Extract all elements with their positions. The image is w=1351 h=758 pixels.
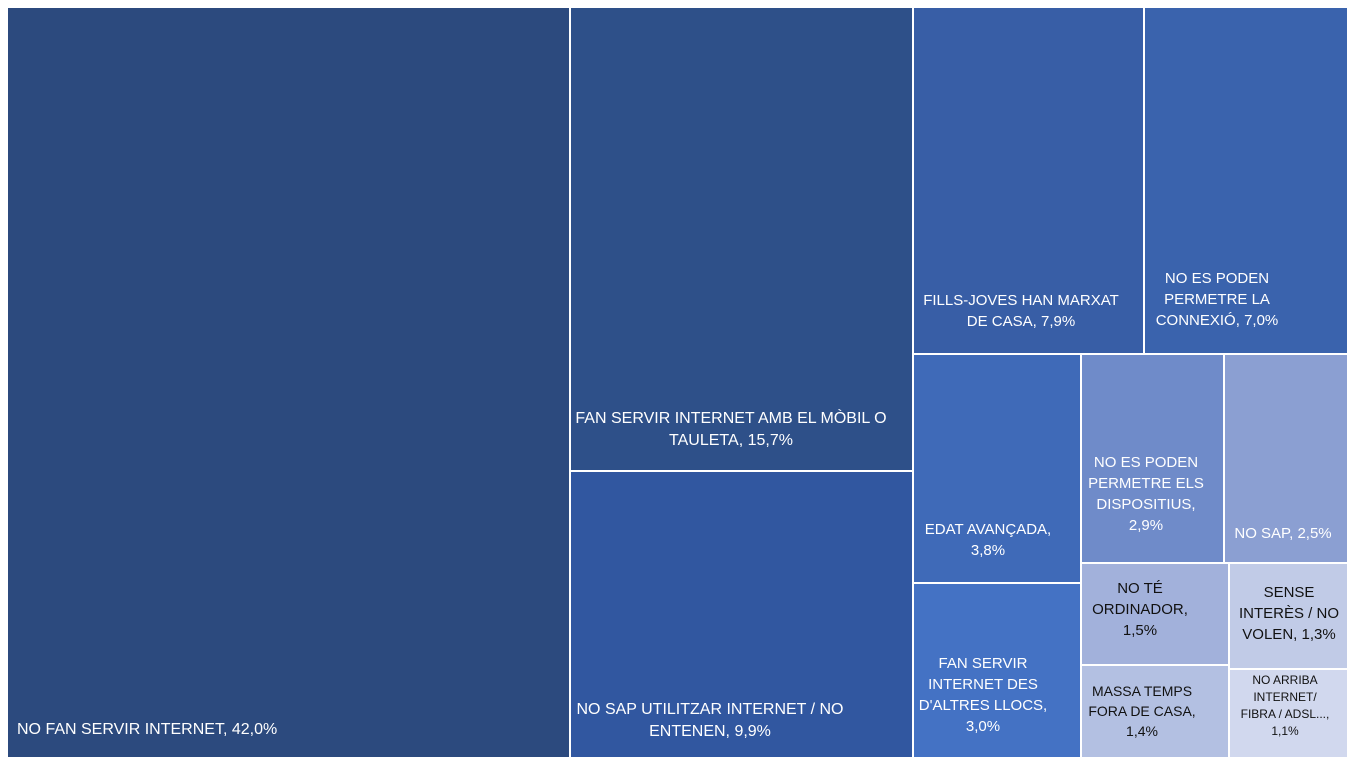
treemap-tile-edat-avancada <box>912 353 1082 584</box>
treemap-label-sense-interes: SENSE INTERÈS / NO VOLEN, 1,3% <box>1239 584 1339 643</box>
treemap-tile-connexio <box>1143 6 1349 355</box>
treemap-label-mobil-tauleta: FAN SERVIR INTERNET AMB EL MÒBIL O TAULET… <box>575 408 886 449</box>
treemap-tile-no-fan-servir-internet <box>6 6 571 758</box>
treemap-tile-no-sap <box>1223 353 1349 564</box>
treemap-tile-ordinador <box>1080 562 1230 666</box>
treemap-label-edat-avancada: EDAT AVANÇADA, 3,8% <box>925 521 1051 559</box>
treemap-label-altres-llocs: FAN SERVIR INTERNET DES D'ALTRES LLOCS, 3,0… <box>919 655 1047 735</box>
treemap-tile-dispositius <box>1080 353 1225 564</box>
treemap-label-fills-joves: FILLS-JOVES HAN MARXAT DE CASA, 7,9% <box>923 292 1119 330</box>
treemap-label-connexio: NO ES PODEN PERMETRE LA CONNEXIÓ, 7,0% <box>1156 270 1279 329</box>
treemap-label-no-fan-servir-internet: NO FAN SERVIR INTERNET, 42,0% <box>17 721 277 738</box>
treemap-label-ordinador: NO TÉ ORDINADOR, 1,5% <box>1092 580 1188 639</box>
treemap-tile-fills-joves <box>912 6 1145 355</box>
treemap-label-dispositius: NO ES PODEN PERMETRE ELS DISPOSITIUS, 2,9% <box>1088 454 1204 534</box>
treemap-tile-no-sap-utilitzar <box>569 470 914 758</box>
treemap-tile-no-arriba <box>1228 668 1349 758</box>
treemap-label-no-sap-utilitzar: NO SAP UTILITZAR INTERNET / NO ENTENEN, 9… <box>577 701 844 740</box>
treemap-tile-mobil-tauleta <box>569 6 914 472</box>
treemap-tile-massa-temps <box>1080 664 1230 758</box>
treemap-tile-sense-interes <box>1228 562 1349 670</box>
treemap-label-no-arriba: NO ARRIBA INTERNET/FIBRA / ADSL..., 1,1% <box>1241 673 1330 738</box>
treemap-tile-altres-llocs <box>912 582 1082 758</box>
treemap-label-no-sap: NO SAP, 2,5% <box>1234 525 1331 542</box>
treemap-label-massa-temps: MASSA TEMPS FORA DE CASA, 1,4% <box>1088 683 1195 739</box>
